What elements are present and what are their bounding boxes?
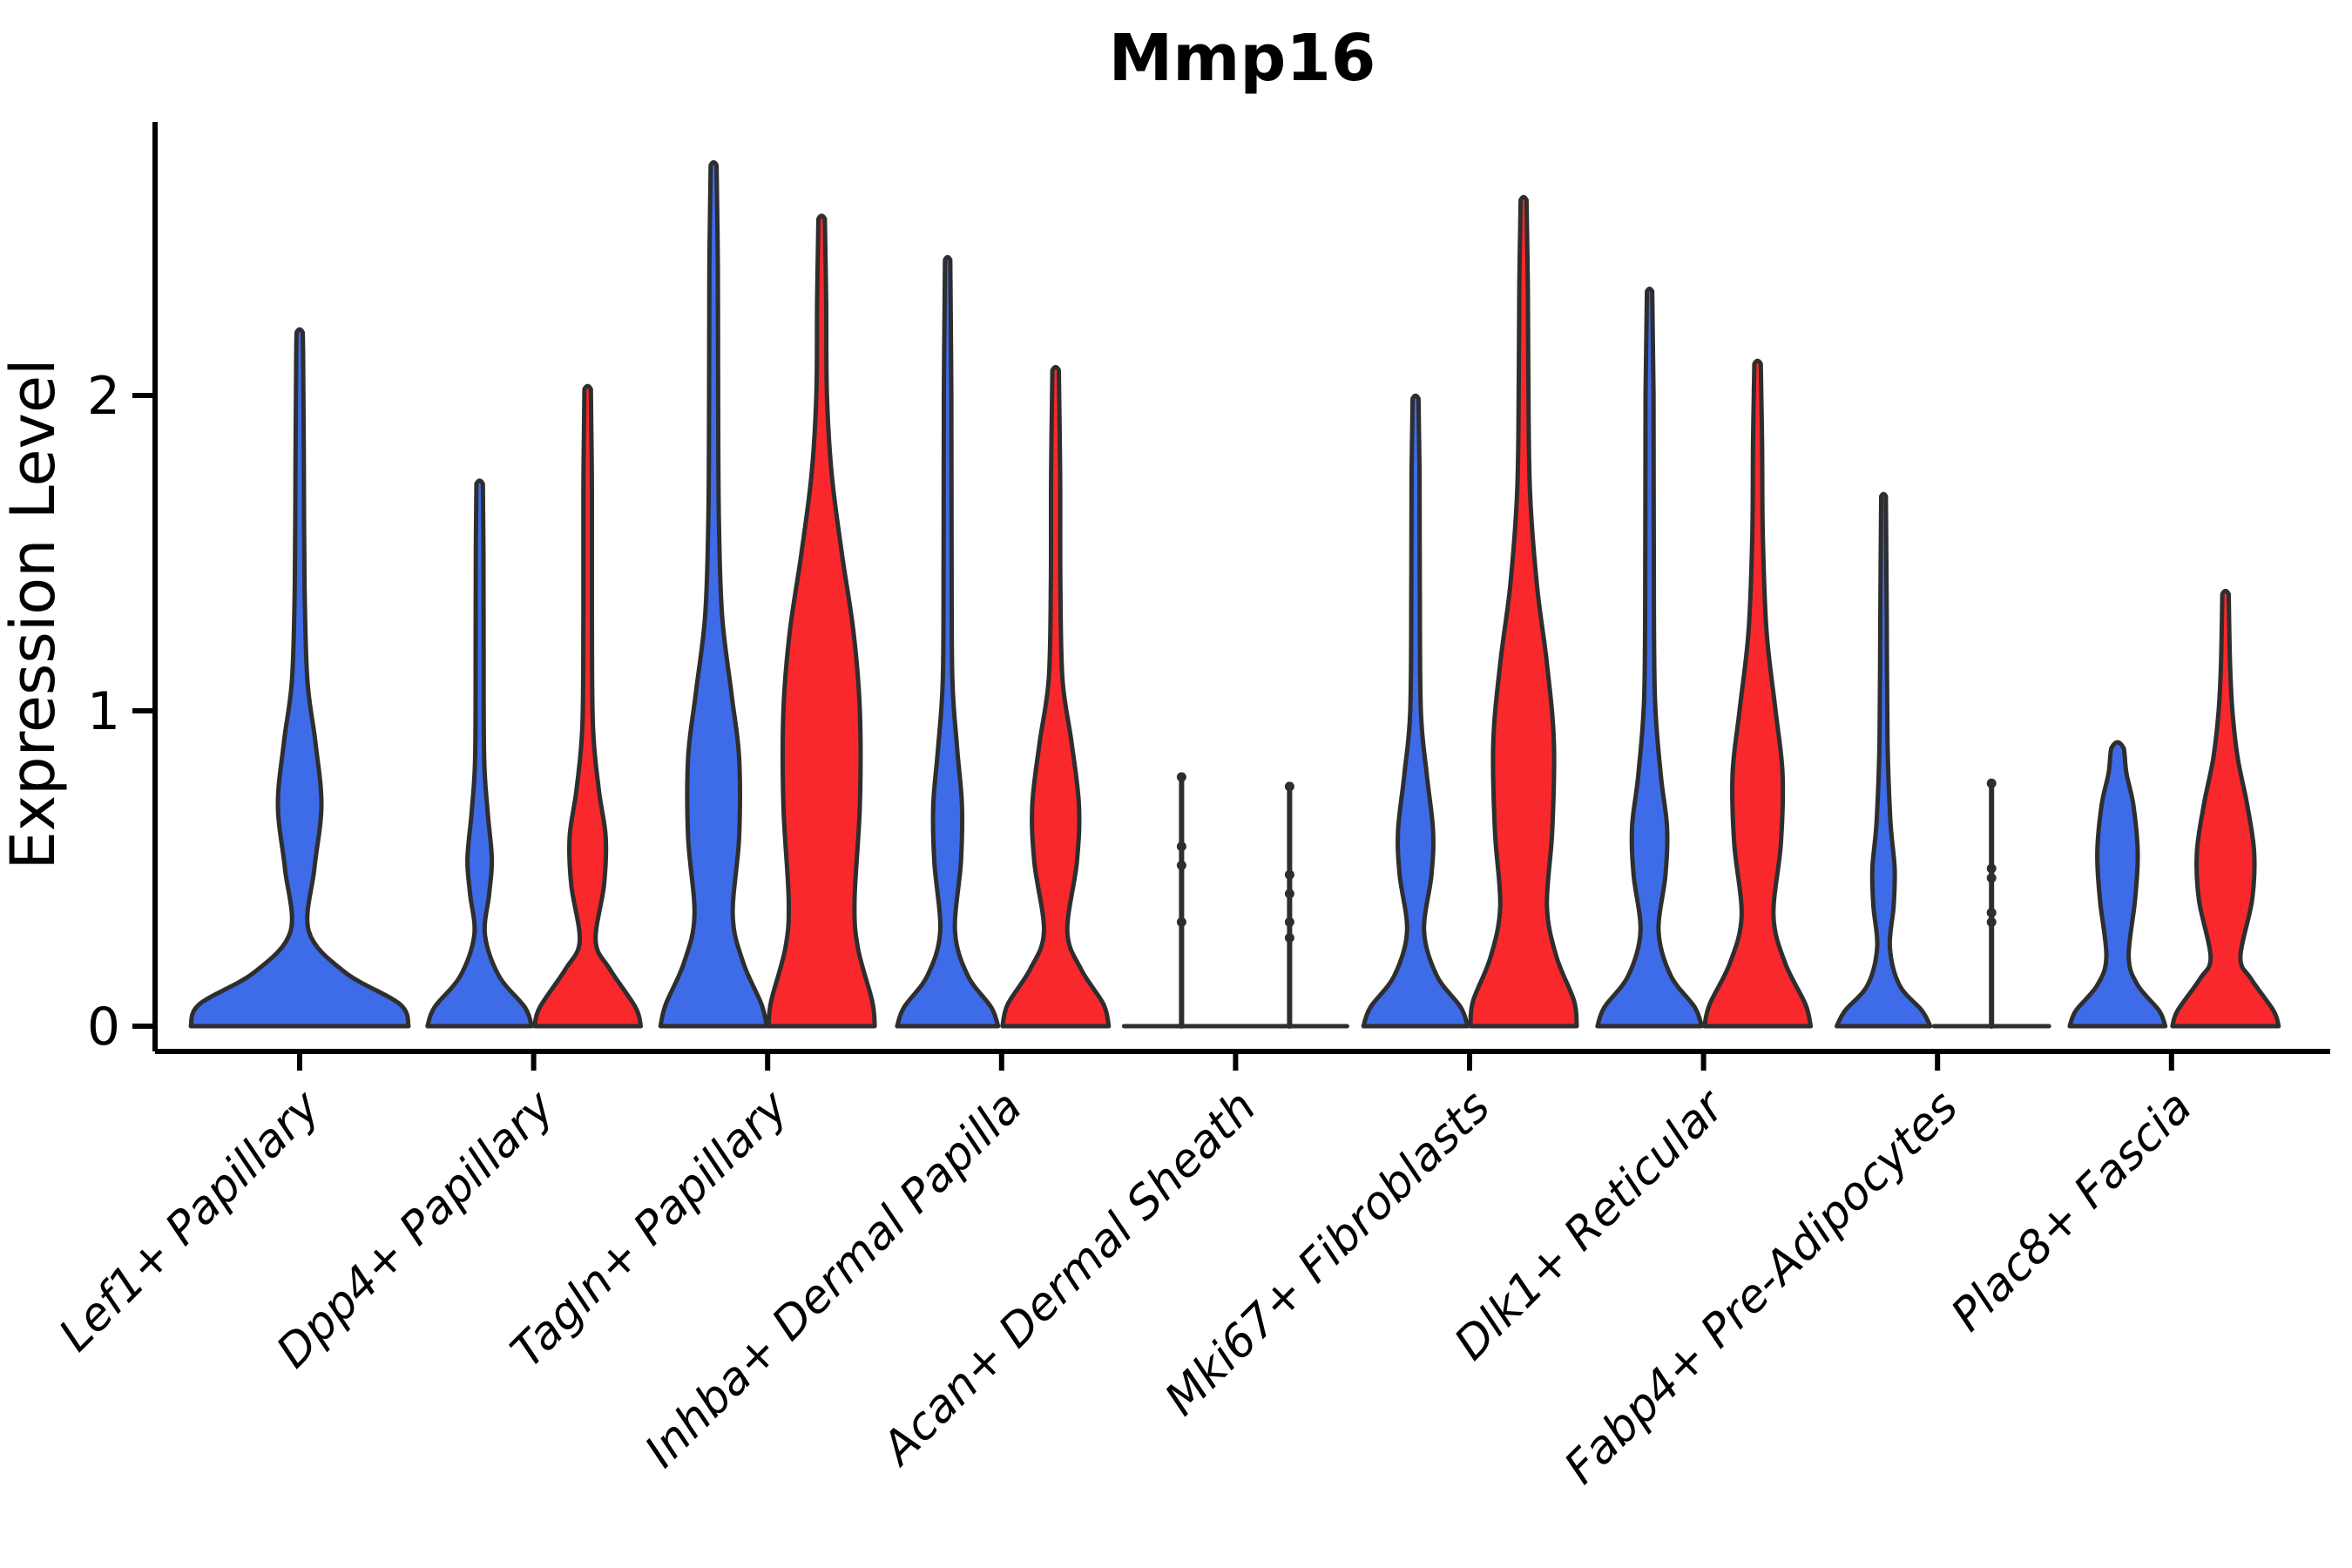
violin-fabp4-pre-adipocytes-blue xyxy=(1835,491,1933,1029)
violin-mki67-fibroblasts-blue xyxy=(1361,393,1470,1029)
data-point xyxy=(1986,908,1997,918)
violin-mki67-fibroblasts-red xyxy=(1468,194,1579,1029)
data-point xyxy=(1176,772,1186,782)
data-point xyxy=(1284,869,1294,880)
y-tick-label: 0 xyxy=(87,997,120,1058)
chart-title: Mmp16 xyxy=(1109,21,1376,96)
data-point xyxy=(1284,933,1294,943)
violin-plac8-fascia-blue xyxy=(2067,740,2168,1029)
violin-dlk1-reticular-red xyxy=(1702,358,1814,1029)
x-tick-label-acan-dermal-sheath: Acan+ Dermal Sheath xyxy=(871,1081,1267,1477)
violin-tagln-papillary-blue xyxy=(658,159,769,1029)
y-tick-label: 2 xyxy=(87,366,120,427)
data-point xyxy=(1176,860,1186,870)
violin-tagln-papillary-red xyxy=(766,213,877,1029)
violin-inhba-dermal-papilla-red xyxy=(1000,364,1112,1029)
data-point xyxy=(1986,873,1997,883)
data-point xyxy=(1986,778,1997,788)
y-tick-label: 1 xyxy=(87,681,120,742)
x-tick-label-inhba-dermal-papilla: Inhba+ Dermal Papilla xyxy=(635,1081,1032,1478)
violin-inhba-dermal-papilla-blue xyxy=(895,254,1001,1029)
data-point xyxy=(1986,917,1997,927)
x-tick-label-plac8-fascia: Plac8+ Fascia xyxy=(1942,1081,2202,1342)
violins-layer xyxy=(188,159,2281,1029)
violin-plac8-fascia-red xyxy=(2170,588,2281,1029)
x-tick-label-fabp4-pre-adipocytes: Fabp4+ Pre-Adipocytes xyxy=(1555,1081,1969,1495)
violin-dlk1-reticular-blue xyxy=(1595,287,1704,1029)
y-axis-ticks: 0 1 2 xyxy=(87,366,155,1058)
data-point xyxy=(1176,917,1186,927)
violin-dpp4-papillary-red xyxy=(532,383,644,1029)
data-point xyxy=(1284,781,1294,792)
violin-lef1-papillary-blue xyxy=(188,327,411,1029)
violin-dpp4-papillary-blue xyxy=(425,478,534,1029)
y-axis-label: Expression Level xyxy=(0,358,69,869)
data-point xyxy=(1284,917,1294,927)
data-point xyxy=(1284,889,1294,899)
data-point xyxy=(1176,841,1186,852)
data-point xyxy=(1986,863,1997,874)
